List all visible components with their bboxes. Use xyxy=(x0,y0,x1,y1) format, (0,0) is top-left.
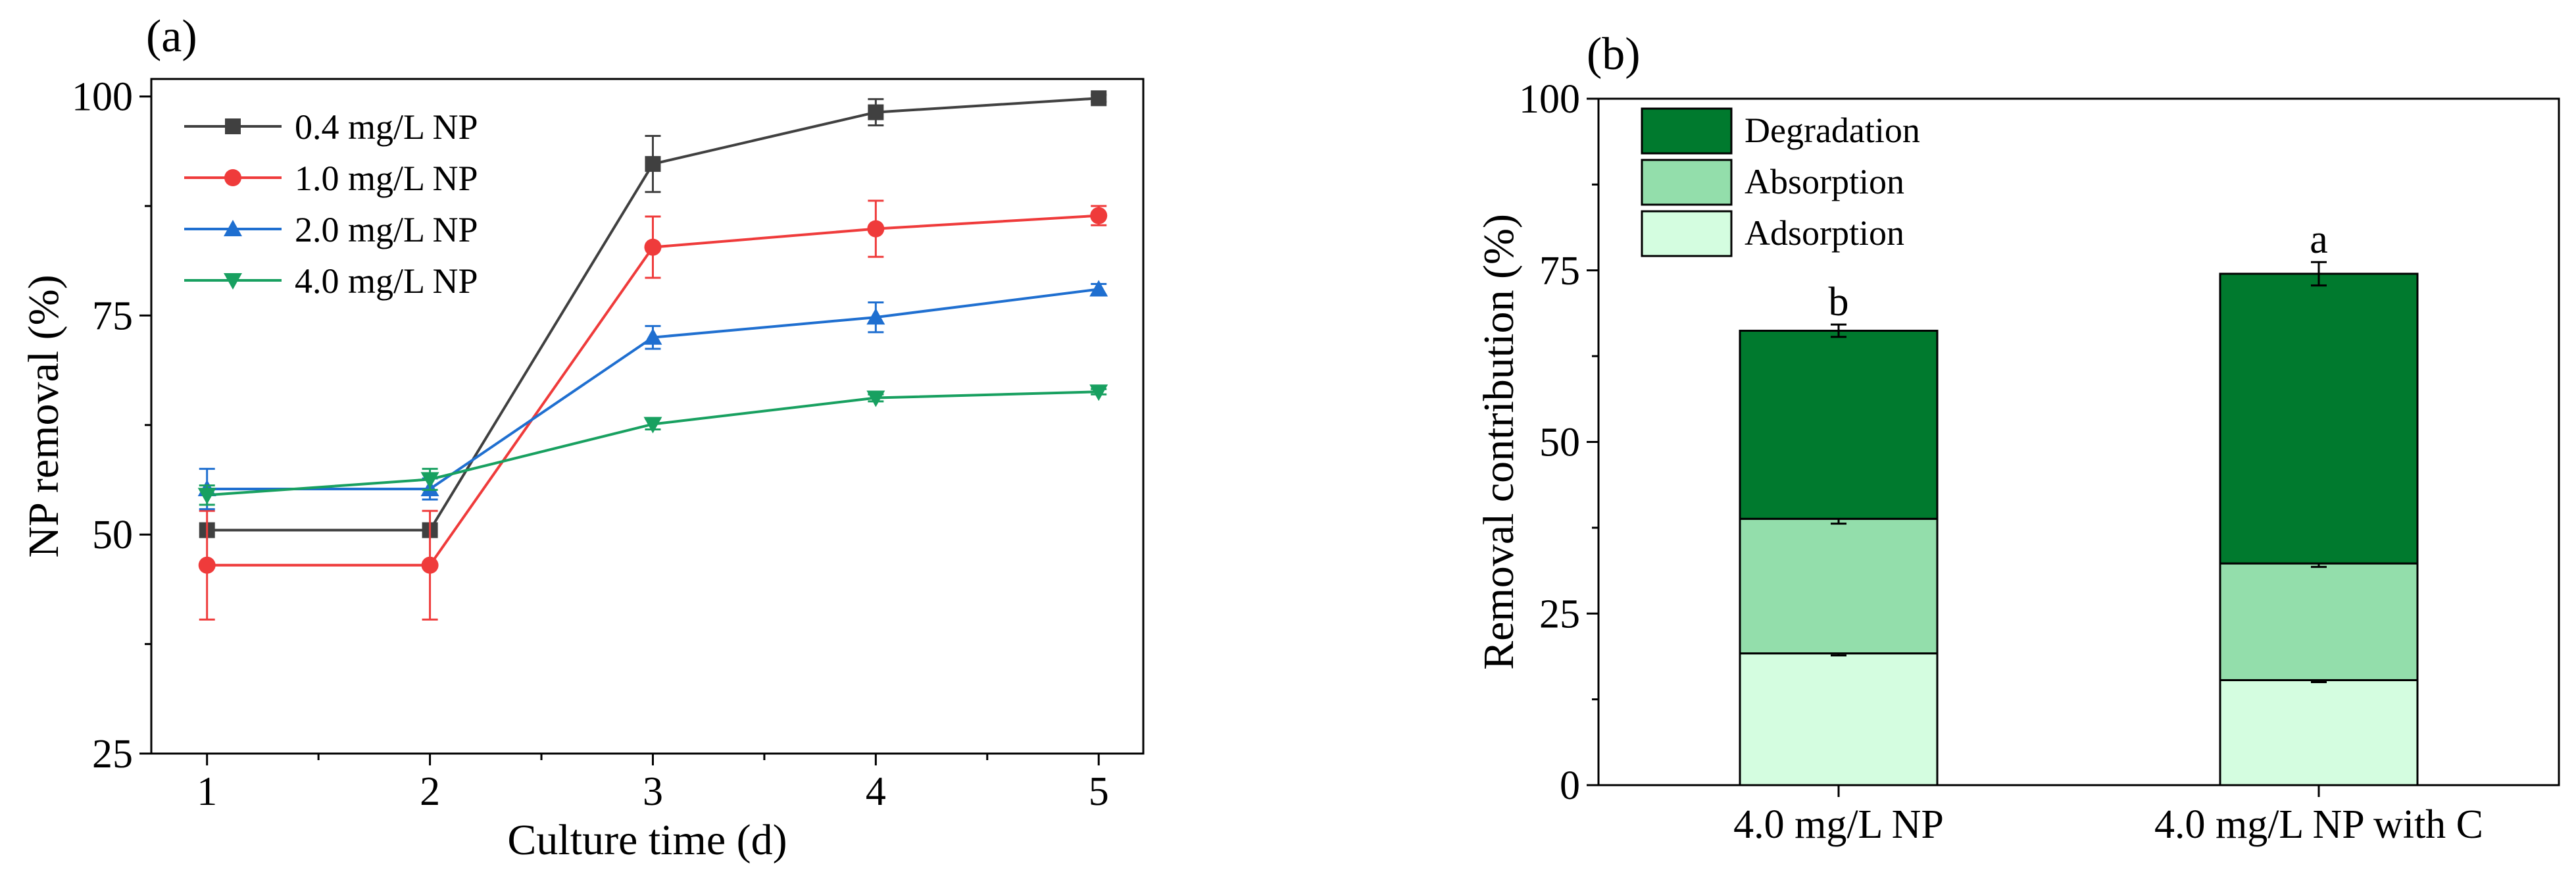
series-line xyxy=(207,390,1099,497)
significance-letter: a xyxy=(2310,217,2328,262)
panel-label-a: (a) xyxy=(146,11,197,62)
y-tick-label-a: 50 xyxy=(92,513,133,557)
legend-swatch xyxy=(1641,210,1733,257)
legend-marker xyxy=(224,220,242,236)
legend-marker xyxy=(224,169,241,186)
bar-segment-adsorption xyxy=(1739,652,1939,786)
x-tick-label-a: 2 xyxy=(420,769,440,814)
significance-letter: b xyxy=(1829,280,1849,324)
x-tick-label-b: 4.0 mg/L NP with C xyxy=(2154,802,2483,847)
data-point xyxy=(421,556,439,574)
x-tick-label-b: 4.0 mg/L NP xyxy=(1733,802,1944,847)
x-tick-label-a: 3 xyxy=(643,769,663,814)
y-tick-label-b: 75 xyxy=(1539,249,1580,294)
series-line xyxy=(207,288,1099,490)
bar-segment-degradation xyxy=(1739,330,1939,520)
legend-label: 4.0 mg/L NP xyxy=(295,261,478,301)
legend-label: Degradation xyxy=(1745,111,1920,150)
legend-label: Adsorption xyxy=(1745,213,1904,253)
data-point xyxy=(197,488,216,505)
legend-swatch xyxy=(1641,107,1733,155)
data-point xyxy=(868,104,884,120)
data-point xyxy=(1089,280,1108,297)
x-tick-label-a: 4 xyxy=(866,769,886,814)
legend-a: 0.4 mg/L NP 1.0 mg/L NP 2.0 mg/L NP 4.0 mg/… xyxy=(184,107,478,301)
data-point xyxy=(1091,90,1107,107)
y-tick-label-b: 100 xyxy=(1519,77,1580,122)
data-point xyxy=(644,238,662,256)
data-point xyxy=(643,328,662,345)
series-0-4-mg-l-np xyxy=(199,90,1107,538)
legend-marker xyxy=(224,273,242,290)
data-point xyxy=(867,220,885,238)
bar-segment-degradation xyxy=(2219,272,2419,565)
bar-stack-4-0-mg-l-np: b xyxy=(1739,280,1939,786)
data-point xyxy=(1089,384,1108,401)
y-axis-title-b: Removal contribution (%) xyxy=(1475,214,1523,670)
legend-b: Degradation Absorption Adsorption xyxy=(1641,107,1920,257)
bar-segment-absorption xyxy=(1739,517,1939,655)
y-tick-label-b: 0 xyxy=(1560,763,1580,808)
y-tick-label-a: 75 xyxy=(92,294,133,338)
y-axis-title-a: NP removal (%) xyxy=(20,274,68,557)
legend-swatch xyxy=(1641,159,1733,206)
chart-panel-b: (b) 0 25 50 75 100 Removal contribution (%) 4.0… xyxy=(1475,29,2560,847)
legend-label: 1.0 mg/L NP xyxy=(295,159,478,198)
plot-frame-a xyxy=(150,78,1145,755)
legend-label: 2.0 mg/L NP xyxy=(295,210,478,249)
series-1-0-mg-l-np xyxy=(198,199,1108,621)
bar-segment-adsorption xyxy=(2219,679,2419,786)
data-point xyxy=(420,472,439,489)
data-point xyxy=(866,308,885,325)
y-tick-label-b: 25 xyxy=(1539,592,1580,636)
x-axis-title-a: Culture time (d) xyxy=(507,816,787,864)
legend-marker xyxy=(225,118,241,134)
data-point xyxy=(866,390,885,407)
data-point xyxy=(643,417,662,434)
legend-label: 0.4 mg/L NP xyxy=(295,107,478,147)
y-tick-label-b: 50 xyxy=(1539,421,1580,465)
bar-stack-4-0-mg-l-np-with-c: a xyxy=(2219,217,2419,786)
y-tick-label-a: 25 xyxy=(92,732,133,777)
data-point xyxy=(645,156,661,172)
x-tick-label-a: 1 xyxy=(197,769,217,814)
data-point xyxy=(198,556,216,574)
chart-panel-a: (a) 1 2 3 4 5 25 50 75 100 Culture time (d) NP remo… xyxy=(20,11,1145,864)
panel-label-b: (b) xyxy=(1587,29,1641,80)
legend-label: Absorption xyxy=(1745,162,1904,201)
y-tick-label-a: 100 xyxy=(72,75,133,120)
x-tick-label-a: 5 xyxy=(1089,769,1109,814)
series-4-0-mg-l-np xyxy=(197,384,1108,506)
bar-segment-absorption xyxy=(2219,562,2419,681)
data-point xyxy=(1090,207,1108,224)
